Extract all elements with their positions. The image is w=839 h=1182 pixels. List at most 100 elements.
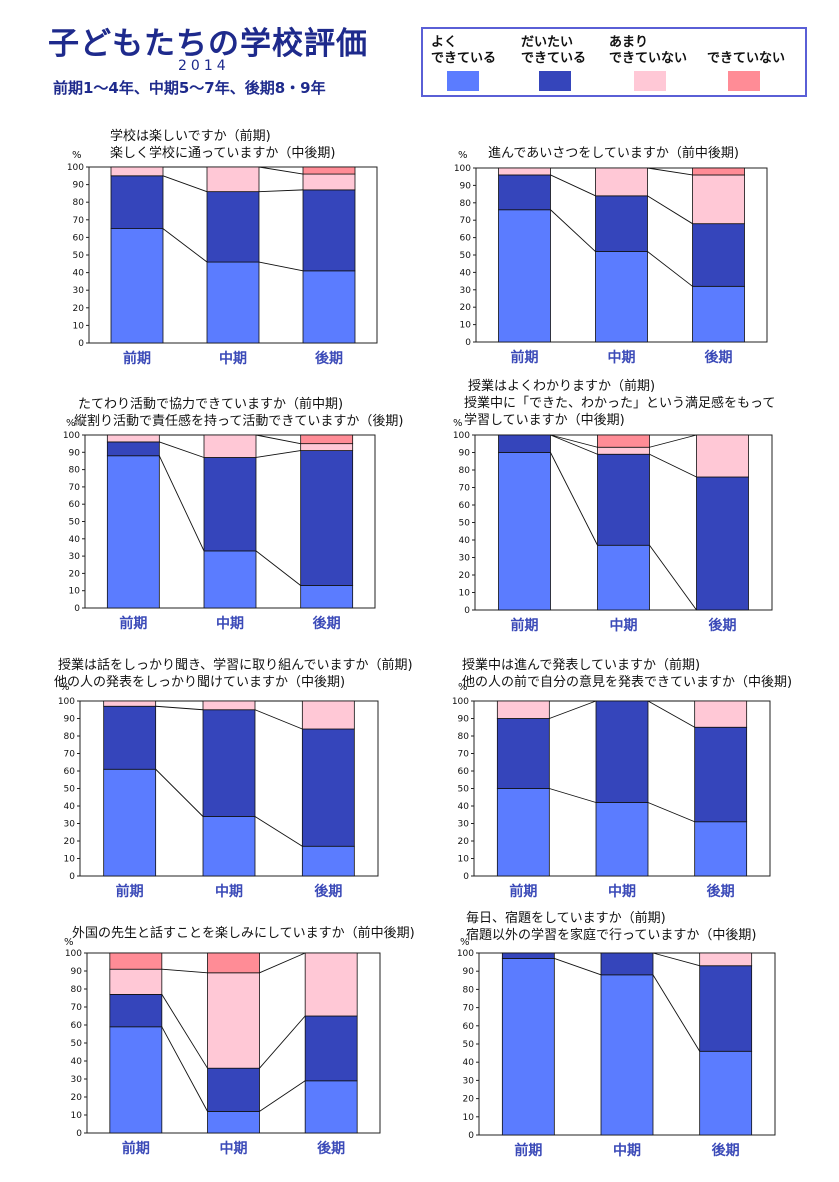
y-tick-label: 90 xyxy=(69,448,81,458)
y-tick-label: 20 xyxy=(460,303,472,313)
bar-segment xyxy=(202,709,256,817)
series-connector-line xyxy=(647,802,695,823)
y-tick-label: 0 xyxy=(69,872,75,882)
bar-segment xyxy=(109,952,163,970)
bar-segment xyxy=(692,174,745,225)
legend-label-amari: あまり できていない xyxy=(609,35,688,66)
bar-segment xyxy=(699,1050,753,1136)
y-tick-label: 90 xyxy=(460,181,472,191)
x-category-label: 後期 xyxy=(313,615,341,632)
series-connector-line xyxy=(254,816,303,847)
x-category-label: 中期 xyxy=(215,883,243,900)
y-tick-label: 70 xyxy=(73,216,85,226)
y-tick-label: 0 xyxy=(463,872,469,882)
legend-label-yoku: よく できている xyxy=(431,35,497,66)
page-title: 子どもたちの学校評価 xyxy=(48,26,368,62)
series-connector-line xyxy=(554,958,602,976)
legend-swatch-yoku xyxy=(447,71,479,91)
y-tick-label: 90 xyxy=(71,967,83,977)
bar-segment xyxy=(694,821,748,877)
bar-segment xyxy=(696,434,749,478)
y-tick-label: 50 xyxy=(460,251,472,261)
y-tick-label: 70 xyxy=(458,750,470,760)
bar-segment xyxy=(694,726,748,823)
x-category-label: 後期 xyxy=(317,1140,345,1157)
series-connector-line xyxy=(550,452,598,546)
y-tick-label: 0 xyxy=(464,606,470,616)
bar-segment xyxy=(300,434,354,445)
bar-segment xyxy=(302,189,356,272)
series-connector-line xyxy=(259,952,306,974)
y-unit-label: % xyxy=(453,418,463,429)
y-tick-label: 80 xyxy=(64,732,76,742)
y-tick-label: 50 xyxy=(459,519,471,529)
bar-segment xyxy=(103,705,157,770)
y-tick-label: 20 xyxy=(69,569,81,579)
y-tick-label: 20 xyxy=(73,304,85,314)
chart-title-line: たてわり活動で協力できていますか（前中期) xyxy=(78,397,344,412)
bar-segment xyxy=(595,167,648,197)
bar-segment xyxy=(110,166,164,177)
series-connector-line xyxy=(161,994,208,1069)
y-tick-label: 50 xyxy=(458,785,470,795)
y-unit-label: % xyxy=(60,682,70,693)
y-tick-label: 30 xyxy=(73,286,85,296)
y-tick-label: 70 xyxy=(459,484,471,494)
y-tick-label: 10 xyxy=(64,855,76,865)
series-connector-line xyxy=(162,175,208,193)
x-category-label: 後期 xyxy=(315,350,343,367)
legend-swatch-amari xyxy=(634,71,666,91)
y-tick-label: 100 xyxy=(452,697,469,707)
x-category-label: 前期 xyxy=(511,349,539,366)
y-tick-label: 20 xyxy=(64,837,76,847)
y-unit-label: % xyxy=(458,150,468,161)
y-tick-label: 60 xyxy=(459,501,471,511)
bar-segment xyxy=(600,974,654,1136)
y-tick-label: 50 xyxy=(64,785,76,795)
bar-segment xyxy=(304,1080,358,1134)
series-connector-line xyxy=(549,700,597,719)
bar-segment xyxy=(694,700,748,728)
y-tick-label: 100 xyxy=(454,164,471,174)
chart-title-line: 外国の先生と話すことを楽しみにしていますか（前中後期) xyxy=(72,926,415,941)
x-category-label: 後期 xyxy=(712,1142,740,1159)
y-tick-label: 60 xyxy=(69,500,81,510)
bar-segment xyxy=(595,802,649,877)
x-category-label: 中期 xyxy=(610,617,638,634)
y-tick-label: 30 xyxy=(71,1075,83,1085)
bar-segment xyxy=(597,544,650,611)
bar-segment xyxy=(206,191,260,263)
bar-segment xyxy=(207,952,260,974)
chart-title-line: 他の人の前で自分の意見を発表できていますか（中後期) xyxy=(462,675,793,690)
bar-segment xyxy=(699,965,753,1052)
series-connector-line xyxy=(155,705,204,711)
y-tick-label: 20 xyxy=(71,1093,83,1103)
chart-title-line: 他の人の発表をしっかり聞けていますか（中後期) xyxy=(54,675,346,690)
legend-label-dekiteinai: できていない xyxy=(707,51,786,66)
legend: よく できている だいたい できている あまり できていない できていない xyxy=(421,27,807,97)
grade-groups-subtitle: 前期1～4年、中期5～7年、後期8・9年 xyxy=(53,79,326,97)
series-connector-line xyxy=(647,195,693,225)
chart-title-line: 毎日、宿題をしていますか（前期) xyxy=(466,911,666,926)
y-tick-label: 40 xyxy=(64,802,76,812)
bar-segment xyxy=(496,718,550,789)
x-category-label: 前期 xyxy=(119,615,147,632)
y-tick-label: 90 xyxy=(73,181,85,191)
y-tick-label: 60 xyxy=(64,767,76,777)
y-tick-label: 0 xyxy=(78,339,84,349)
series-connector-line xyxy=(550,209,596,252)
bar-segment xyxy=(207,972,260,1069)
y-tick-label: 70 xyxy=(69,483,81,493)
y-tick-label: 40 xyxy=(69,535,81,545)
series-connector-line xyxy=(259,1015,306,1069)
x-category-label: 前期 xyxy=(123,350,151,367)
series-connector-line xyxy=(258,261,304,272)
y-tick-label: 40 xyxy=(459,536,471,546)
chart-title-line: 縦割り活動で責任感を持って活動できていますか（後期) xyxy=(74,414,404,429)
x-category-label: 中期 xyxy=(220,1140,248,1157)
chart-title-line: 授業はよくわかりますか（前期) xyxy=(468,379,656,394)
bar-segment xyxy=(302,270,356,344)
bar-segment xyxy=(692,285,745,343)
y-tick-label: 30 xyxy=(459,554,471,564)
